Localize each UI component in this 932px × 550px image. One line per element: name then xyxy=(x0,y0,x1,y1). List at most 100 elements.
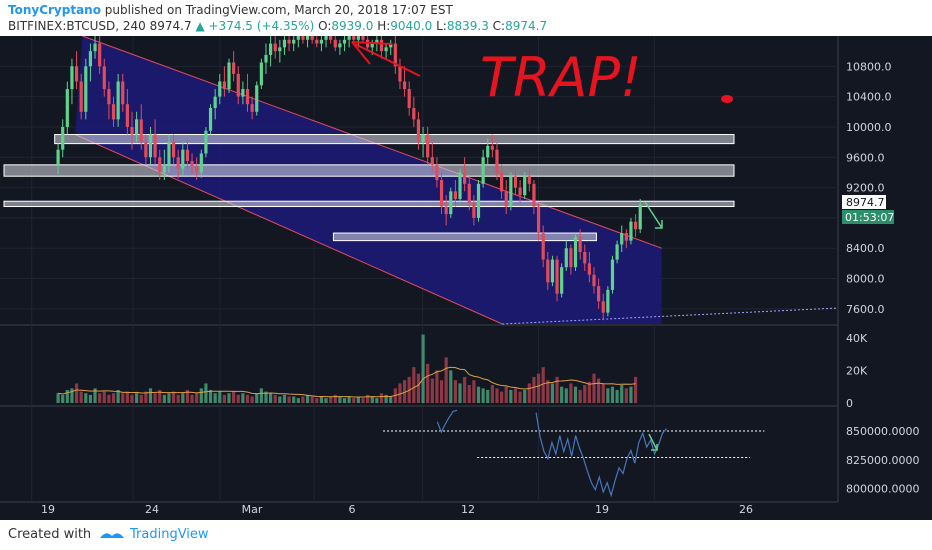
candle-body xyxy=(486,145,490,158)
candle-body xyxy=(583,252,587,264)
candle-body xyxy=(356,36,360,40)
trap-annotation: TRAP! xyxy=(480,46,642,109)
volume-bar xyxy=(296,398,300,403)
volume-bar xyxy=(167,393,171,403)
volume-bar xyxy=(305,394,310,403)
timer-badge-text: 01:53:07 xyxy=(845,211,894,224)
volume-bar xyxy=(255,393,259,403)
volume-bar xyxy=(121,393,125,403)
candle-body xyxy=(310,36,314,40)
candle-body xyxy=(278,47,282,52)
volume-bar xyxy=(190,394,194,403)
candle-body xyxy=(338,43,342,48)
candle-body xyxy=(527,176,531,184)
volume-bar xyxy=(324,398,328,403)
candle-body xyxy=(56,149,60,165)
volume-bar xyxy=(329,396,333,403)
volume-bar xyxy=(162,394,166,403)
high-label: H: xyxy=(377,19,391,33)
volume-bar xyxy=(222,394,226,403)
volume-bar xyxy=(560,386,564,403)
candle-body xyxy=(250,104,254,112)
candle-body xyxy=(629,221,633,241)
candle-body xyxy=(407,89,411,108)
candle-body xyxy=(245,89,250,105)
volume-bar xyxy=(130,394,134,403)
candle-body xyxy=(375,39,379,44)
candle-body xyxy=(509,176,513,207)
forecast-arrow xyxy=(644,201,663,229)
volume-bar xyxy=(509,389,513,403)
volume-bar xyxy=(74,383,79,403)
tradingview-brand[interactable]: TradingView xyxy=(130,527,209,542)
open-value: 8939.0 xyxy=(331,19,374,33)
candle-body xyxy=(79,81,83,112)
candle-body xyxy=(167,142,171,165)
indicator-tick-label: 800000.0000 xyxy=(846,483,919,496)
volume-bar xyxy=(550,383,555,403)
time-tick-label: 26 xyxy=(739,503,753,516)
volume-bar xyxy=(195,393,199,403)
volume-bar xyxy=(232,391,236,403)
volume-bar xyxy=(513,388,518,403)
volume-bar xyxy=(250,396,254,403)
price-badge: 8974.7 01:53:07 xyxy=(842,195,894,224)
author-link[interactable]: TonyCryptano xyxy=(8,3,101,17)
candle-body xyxy=(139,119,143,143)
candle-body xyxy=(453,191,457,199)
indicator-tick-label: 850000.0000 xyxy=(846,425,919,438)
volume-bar xyxy=(573,386,578,403)
volume-bar xyxy=(416,373,421,403)
volume-bar xyxy=(458,383,462,403)
candle-body xyxy=(592,274,596,287)
volume-bar xyxy=(56,393,60,403)
volume-bar xyxy=(453,380,457,403)
price-change: +374.5 (+4.35%) xyxy=(208,19,315,33)
volume-bar xyxy=(93,388,97,403)
candle-body xyxy=(463,172,467,184)
candle-body xyxy=(472,202,476,218)
candle-body xyxy=(342,39,347,44)
volume-bar xyxy=(536,373,541,403)
candle-body xyxy=(264,54,268,63)
volume-bar xyxy=(185,389,190,403)
resistance-zone xyxy=(54,134,735,145)
candle-body xyxy=(536,206,541,234)
publish-line: TonyCryptano published on TradingView.co… xyxy=(8,3,453,17)
candle-body xyxy=(292,39,296,44)
volume-bar xyxy=(495,388,499,403)
trap-dot xyxy=(721,95,733,103)
candle-body xyxy=(513,176,518,188)
candle-body xyxy=(273,43,277,52)
high-value: 9040.0 xyxy=(390,19,433,33)
volume-bar xyxy=(287,396,291,403)
candle-body xyxy=(573,236,578,268)
candle-body xyxy=(523,176,527,196)
price-chart[interactable]: 10800.010400.010000.09600.09200.08800.08… xyxy=(0,36,932,520)
tradingview-logo-icon[interactable] xyxy=(98,528,126,542)
candle-body xyxy=(241,89,245,97)
volume-bar xyxy=(125,391,129,403)
candle-body xyxy=(199,153,203,173)
volume-bar xyxy=(181,393,185,403)
volume-bar xyxy=(476,386,481,403)
candle-body xyxy=(518,187,522,196)
time-tick-label: 24 xyxy=(145,503,159,516)
candle-body xyxy=(144,142,148,158)
candle-body xyxy=(185,149,190,162)
volume-bar xyxy=(546,380,550,403)
volume-bar xyxy=(273,394,277,403)
trap-arrow-head xyxy=(351,41,393,65)
volume-bar xyxy=(486,389,490,403)
volume-bar xyxy=(615,389,619,403)
candle-body xyxy=(597,286,601,302)
candle-body xyxy=(305,36,310,40)
candle-body xyxy=(532,183,536,207)
volume-bar xyxy=(278,396,282,403)
annotations: TRAP! xyxy=(351,41,733,451)
low-label: L: xyxy=(436,19,447,33)
candle-body xyxy=(208,108,213,131)
candle-body xyxy=(107,89,111,105)
last-price: 8974.7 xyxy=(149,19,192,33)
